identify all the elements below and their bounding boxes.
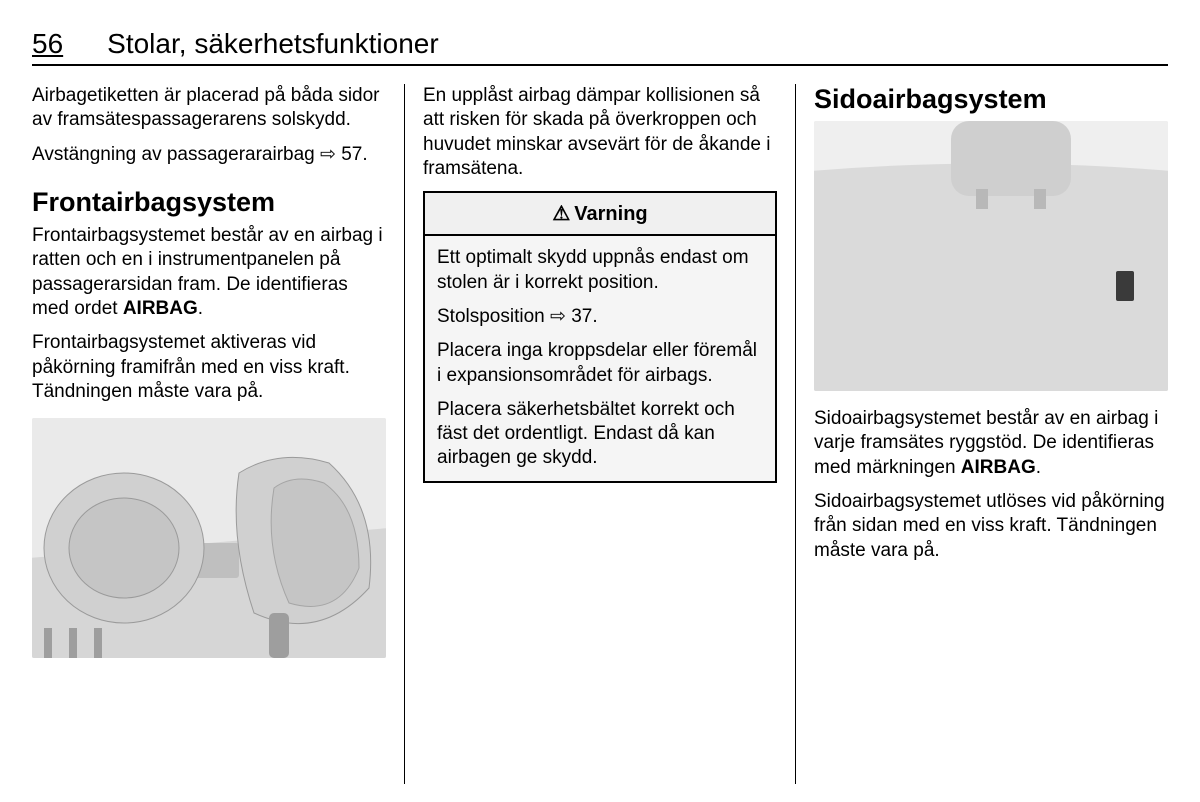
side-p1-post: . <box>1036 457 1041 478</box>
front-p1-post: . <box>198 298 203 319</box>
warning-heading: ⚠Varning <box>425 193 775 236</box>
page-header: 56 Stolar, säkerhetsfunktioner <box>32 28 1168 66</box>
warn-p2: Stolsposition ⇨ 37. <box>437 305 763 329</box>
heading-side-airbag: Sidoairbagsystem <box>814 84 1168 115</box>
page-number: 56 <box>32 28 63 60</box>
warning-title: Varning <box>574 203 647 225</box>
col2-p1: En upplåst airbag dämpar kollisionen så … <box>423 84 777 181</box>
heading-front-airbag: Frontairbagsystem <box>32 187 386 218</box>
front-airbag-illustration <box>32 418 386 658</box>
seat-illustration <box>814 121 1168 391</box>
side-airbag-p1: Sidoairbagsystemet består av en airbag i… <box>814 407 1168 480</box>
column-1: Airbagetiketten är placerad på båda sido… <box>32 84 405 784</box>
airbag-word: AIRBAG <box>123 298 198 319</box>
airbag-word-side: AIRBAG <box>961 457 1036 478</box>
intro2-text: Avstängning av passagerarairbag <box>32 144 320 165</box>
front-p1-pre: Frontairbagsystemet består av en airbag … <box>32 225 383 319</box>
cross-ref-57: ⇨ 57. <box>320 143 368 167</box>
content-columns: Airbagetiketten är placerad på båda sido… <box>32 84 1168 784</box>
front-airbag-p2: Frontairbagsystemet aktiveras vid påkörn… <box>32 331 386 404</box>
warn-p2-pre: Stolsposition <box>437 306 550 327</box>
warn-p4: Placera säkerhetsbältet korrekt och fäst… <box>437 398 763 471</box>
cross-ref-37: ⇨ 37. <box>550 305 598 329</box>
intro-paragraph-1: Airbagetiketten är placerad på båda sido… <box>32 84 386 133</box>
column-2: En upplåst airbag dämpar kollisionen så … <box>405 84 796 784</box>
warning-box: ⚠Varning Ett optimalt skydd uppnås endas… <box>423 191 777 483</box>
warning-icon: ⚠ <box>552 203 570 225</box>
front-airbag-p1: Frontairbagsystemet består av en airbag … <box>32 224 386 321</box>
side-airbag-p2: Sidoairbagsystemet utlöses vid påkörning… <box>814 490 1168 563</box>
warning-body: Ett optimalt skydd uppnås endast om stol… <box>425 236 775 481</box>
column-3: Sidoairbagsystem Sidoairbagsystemet best… <box>796 84 1168 784</box>
chapter-title: Stolar, säkerhetsfunktioner <box>107 28 439 60</box>
intro-paragraph-2: Avstängning av passagerarairbag ⇨ 57. <box>32 143 386 167</box>
warn-p1: Ett optimalt skydd uppnås endast om stol… <box>437 246 763 295</box>
warn-p3: Placera inga kroppsdelar eller föremål i… <box>437 339 763 388</box>
